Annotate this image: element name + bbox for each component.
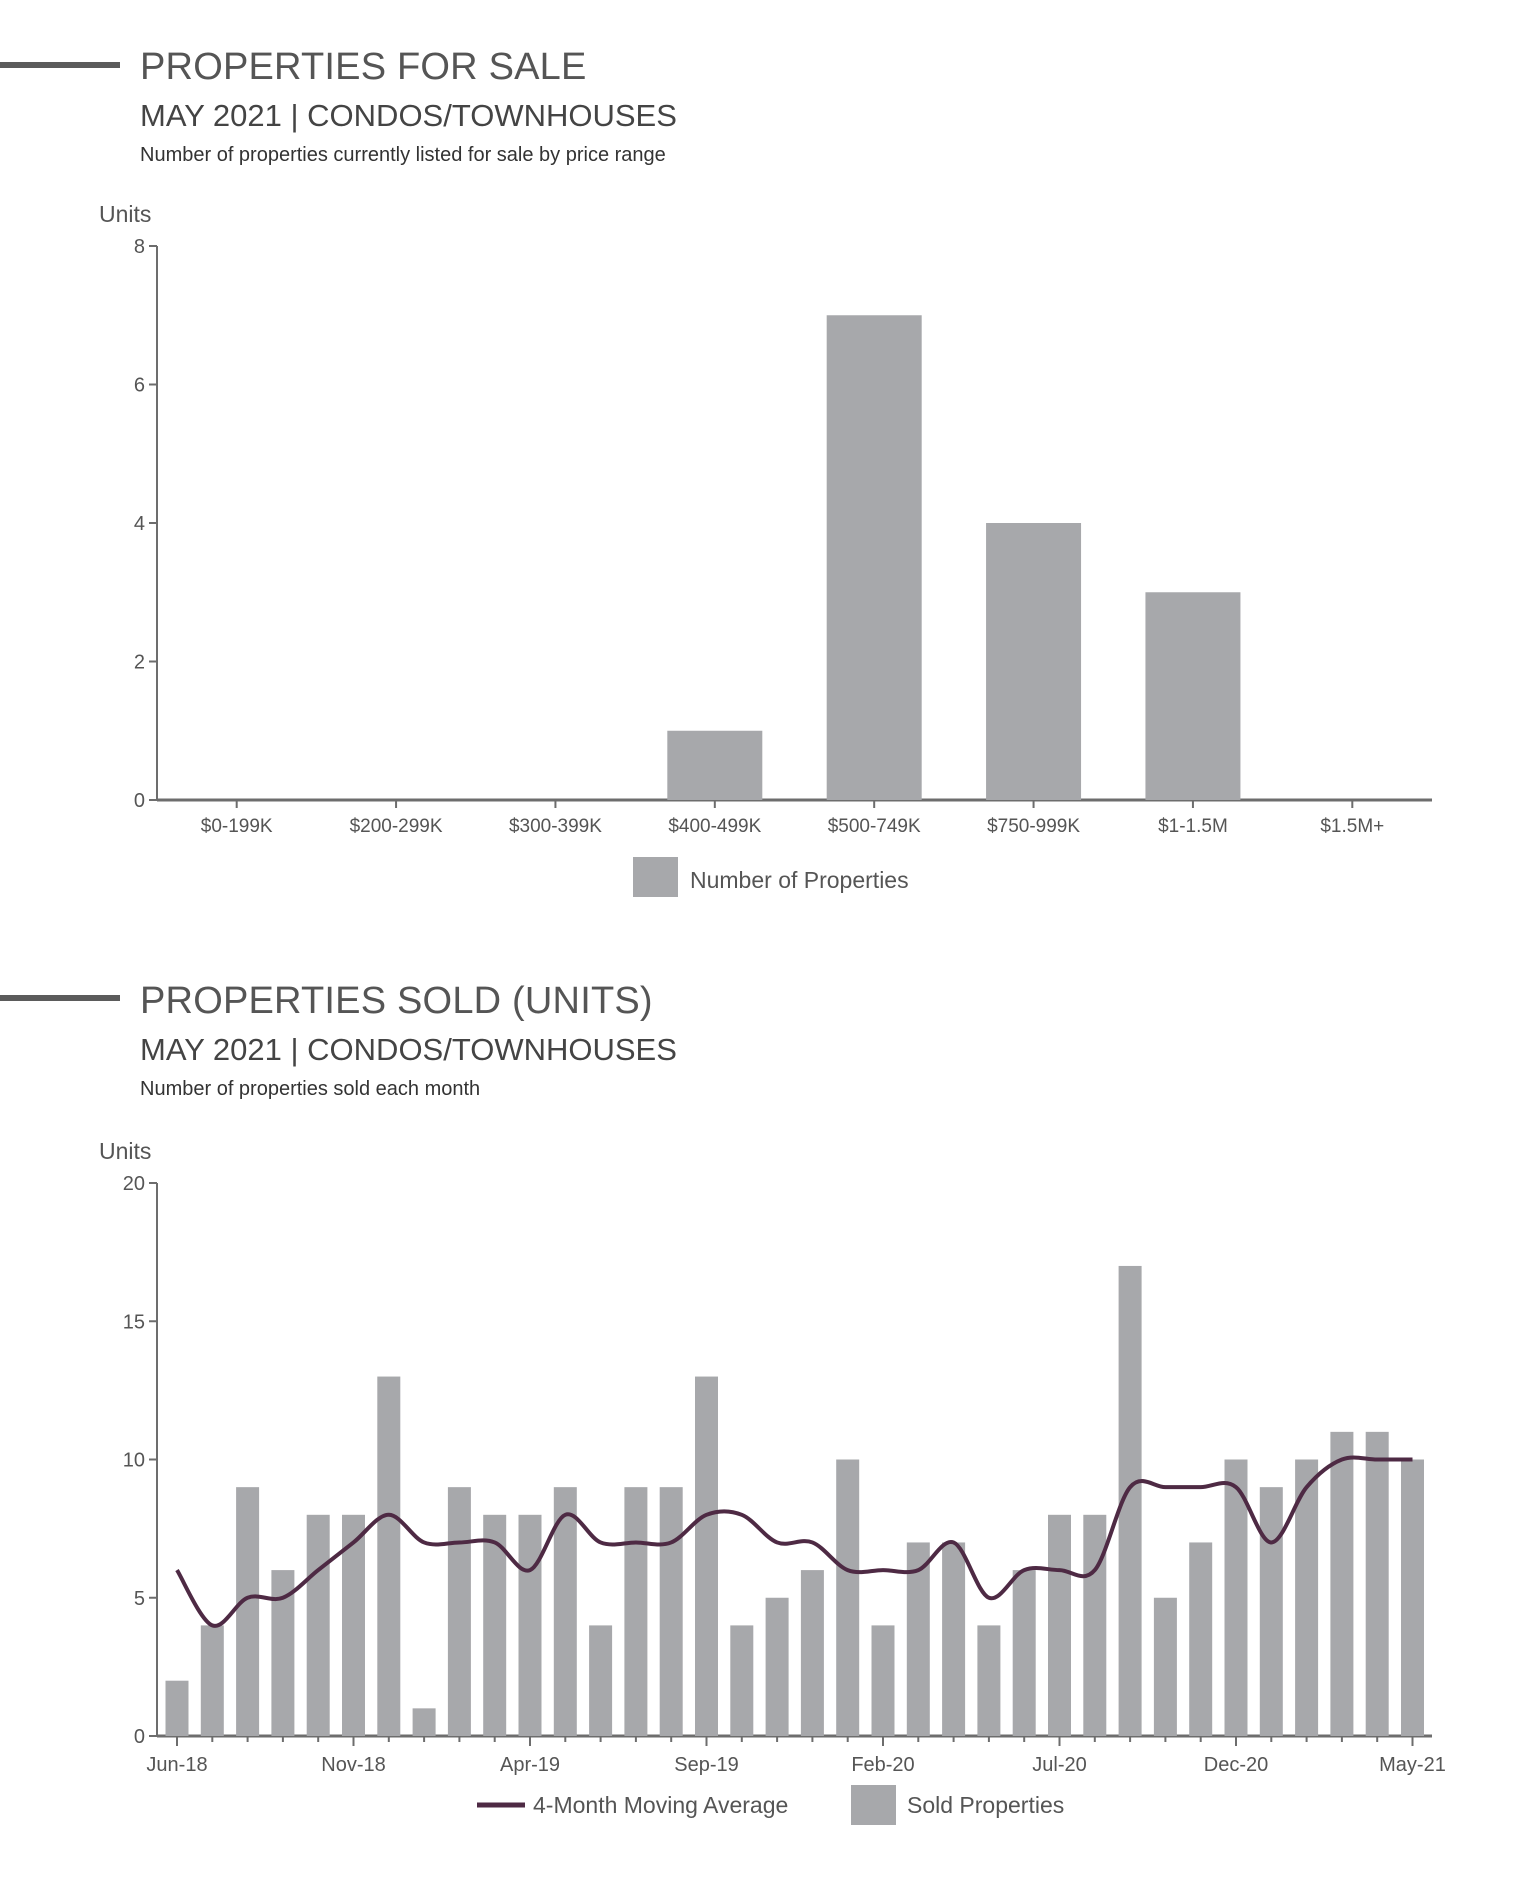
x-tick-label: $300-399K bbox=[509, 816, 602, 837]
section-rule bbox=[0, 995, 120, 1001]
y-axis-label: Units bbox=[99, 201, 151, 227]
x-tick-label: Dec-20 bbox=[1204, 1754, 1268, 1776]
bar bbox=[1012, 1570, 1036, 1736]
bar bbox=[624, 1487, 648, 1736]
bar bbox=[836, 1459, 860, 1736]
chart-subtitle: MAY 2021 | CONDOS/TOWNHOUSES bbox=[140, 98, 677, 133]
x-tick-label: $200-299K bbox=[350, 816, 443, 837]
chart-description: Number of properties currently listed fo… bbox=[140, 144, 666, 166]
x-tick-label: Sep-19 bbox=[674, 1754, 739, 1776]
bar bbox=[826, 315, 922, 800]
bar bbox=[377, 1376, 401, 1736]
x-tick-label: $1-1.5M bbox=[1158, 816, 1228, 837]
bar bbox=[447, 1487, 471, 1736]
bar bbox=[165, 1680, 189, 1736]
y-tick-label: 2 bbox=[134, 652, 145, 674]
bar bbox=[1401, 1459, 1424, 1736]
bar bbox=[800, 1570, 824, 1736]
bar bbox=[730, 1625, 754, 1736]
y-tick-label: 20 bbox=[123, 1173, 145, 1195]
x-tick-label: Apr-19 bbox=[500, 1754, 560, 1776]
bar bbox=[483, 1514, 507, 1736]
for-sale-bar-chart: Units 0 2 4 6 8 $0-199K $200-299K $300-399K $400-… bbox=[99, 201, 1432, 897]
bar bbox=[667, 730, 763, 800]
y-tick-label: 0 bbox=[134, 790, 145, 812]
bar bbox=[200, 1625, 224, 1736]
bar bbox=[518, 1514, 542, 1736]
bar bbox=[589, 1625, 613, 1736]
y-tick-label: 8 bbox=[134, 236, 145, 258]
bar bbox=[553, 1487, 577, 1736]
bar bbox=[906, 1542, 930, 1736]
bar bbox=[1083, 1514, 1107, 1736]
section-rule bbox=[0, 62, 120, 68]
x-tick-label: Jul-20 bbox=[1032, 1754, 1086, 1776]
bar bbox=[1118, 1265, 1142, 1736]
x-tick-label: $750-999K bbox=[987, 816, 1080, 837]
bar bbox=[942, 1542, 966, 1736]
y-tick-label: 0 bbox=[134, 1726, 145, 1748]
bar bbox=[871, 1625, 895, 1736]
x-tick-label: $500-749K bbox=[828, 816, 921, 837]
x-tick-label: $0-199K bbox=[201, 816, 273, 837]
moving-average-line bbox=[175, 1455, 1413, 1628]
chart-description: Number of properties sold each month bbox=[140, 1078, 481, 1100]
bar bbox=[412, 1708, 436, 1736]
y-tick-label: 4 bbox=[134, 513, 145, 535]
y-tick-label: 5 bbox=[134, 1588, 145, 1610]
legend-swatch bbox=[851, 1785, 896, 1825]
bar bbox=[306, 1514, 330, 1736]
x-tick-label: Nov-18 bbox=[321, 1754, 385, 1776]
bar bbox=[1145, 592, 1241, 800]
bar bbox=[977, 1625, 1001, 1736]
legend-label: Sold Properties bbox=[907, 1792, 1064, 1818]
y-tick-label: 15 bbox=[123, 1311, 145, 1333]
bar bbox=[695, 1376, 718, 1736]
bar bbox=[1153, 1597, 1177, 1736]
x-tick-label: $1.5M+ bbox=[1320, 816, 1384, 837]
bar bbox=[986, 523, 1082, 800]
x-tick-label: May-21 bbox=[1379, 1754, 1446, 1776]
legend-label: 4-Month Moving Average bbox=[533, 1792, 788, 1818]
y-tick-label: 10 bbox=[123, 1450, 145, 1472]
bar bbox=[765, 1597, 789, 1736]
bar bbox=[1259, 1487, 1283, 1736]
bar bbox=[1189, 1542, 1213, 1736]
chart-title: PROPERTIES SOLD (UNITS) bbox=[140, 980, 653, 1022]
bar bbox=[659, 1487, 683, 1736]
bar bbox=[1048, 1514, 1071, 1736]
y-axis-label: Units bbox=[99, 1138, 151, 1164]
chart-subtitle: MAY 2021 | CONDOS/TOWNHOUSES bbox=[140, 1032, 677, 1067]
bar bbox=[1330, 1431, 1354, 1736]
x-tick-label: $400-499K bbox=[668, 816, 761, 837]
legend-swatch bbox=[633, 857, 678, 897]
bar bbox=[1365, 1431, 1389, 1736]
legend-label: Number of Properties bbox=[690, 867, 909, 893]
x-tick-label: Feb-20 bbox=[851, 1754, 914, 1776]
y-tick-label: 6 bbox=[134, 375, 145, 397]
bar bbox=[236, 1487, 260, 1736]
bar bbox=[1295, 1459, 1319, 1736]
bar bbox=[271, 1570, 295, 1736]
bar bbox=[1224, 1459, 1248, 1736]
chart-title: PROPERTIES FOR SALE bbox=[140, 46, 587, 88]
bar bbox=[342, 1514, 365, 1736]
x-tick-label: Jun-18 bbox=[146, 1754, 207, 1776]
